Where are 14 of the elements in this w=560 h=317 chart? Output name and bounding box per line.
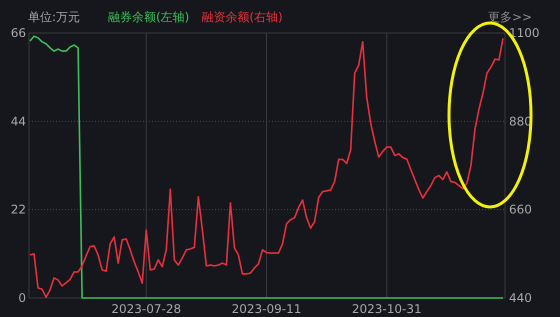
y2-tick-label: 1100	[509, 26, 540, 40]
y-tick-label: 44	[10, 114, 26, 128]
y-tick-label: 0	[18, 291, 26, 305]
y-tick-label: 66	[10, 26, 26, 40]
x-tick-label: 2023-07-28	[111, 302, 182, 316]
y2-tick-label: 660	[509, 202, 532, 217]
text: 更多>>	[488, 10, 532, 24]
text: 融资余额(右轴)	[201, 10, 283, 24]
text: 融券余额(左轴)	[108, 10, 190, 24]
y2-tick-label: 440	[509, 291, 532, 305]
x-tick-label: 2023-09-11	[232, 302, 302, 316]
y-tick-label: 22	[10, 202, 26, 217]
y-axis-title: 单位:万元	[28, 10, 80, 24]
x-tick-label: 2023-10-31	[352, 302, 422, 316]
